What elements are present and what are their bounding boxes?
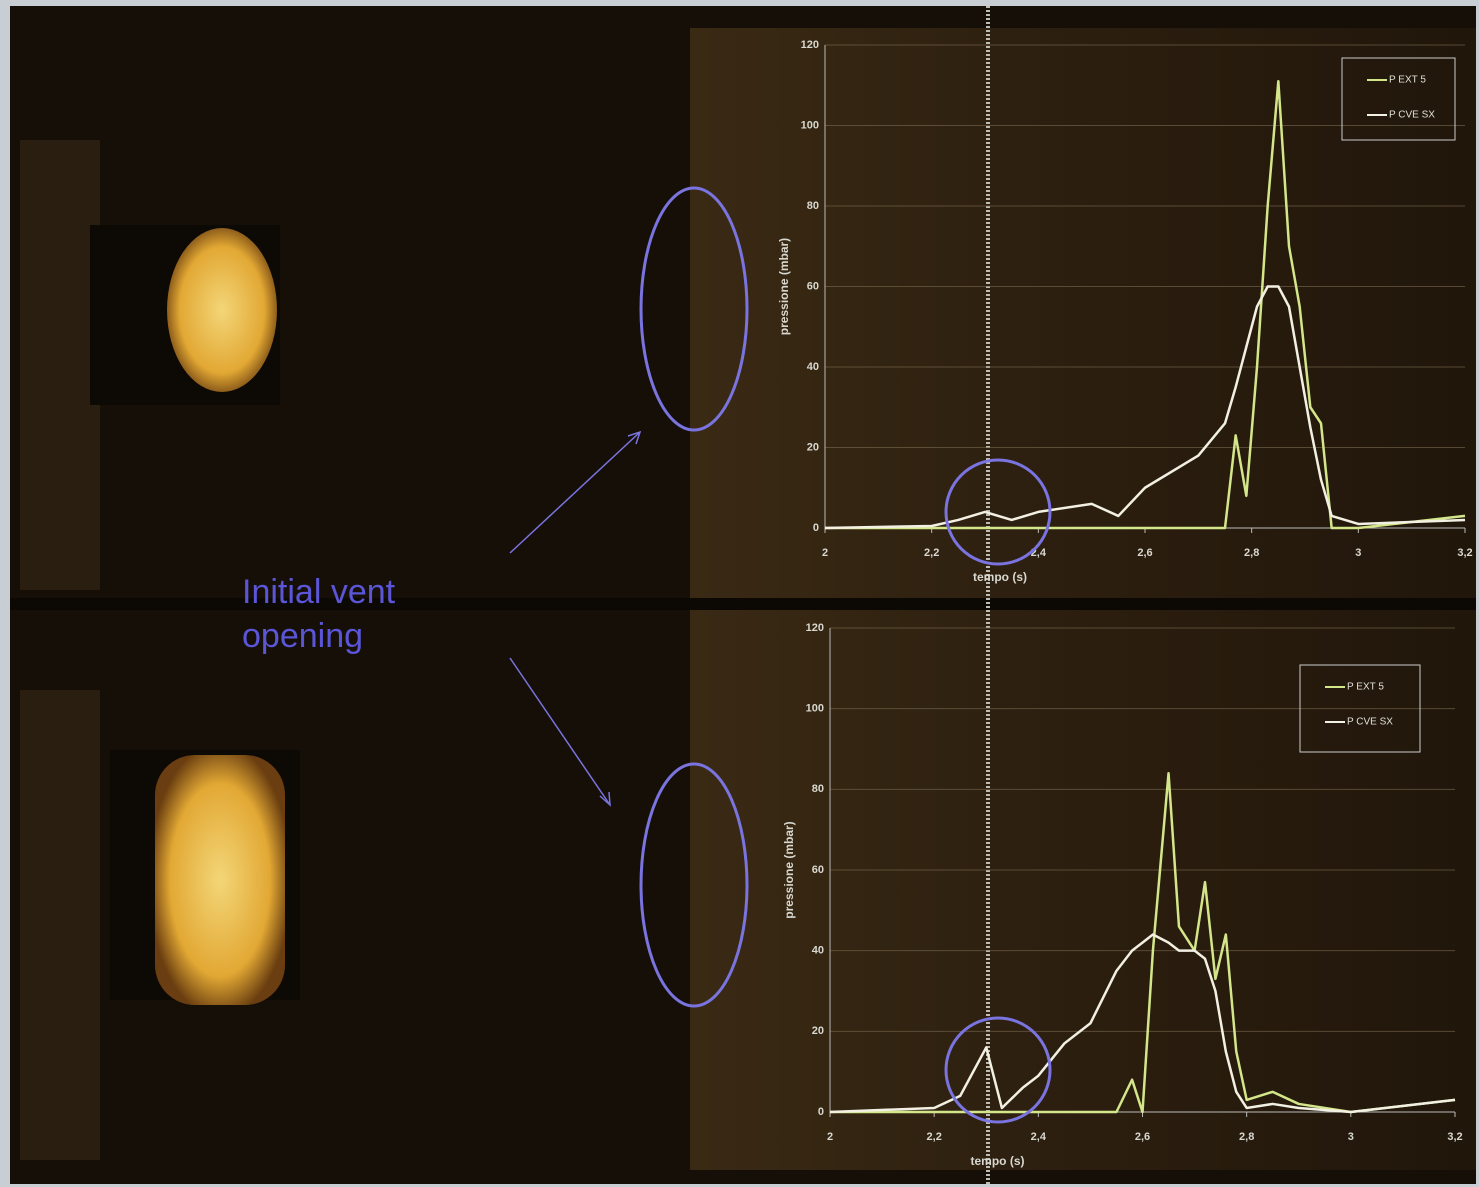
annotation: Initial vent opening	[242, 570, 472, 658]
x-tick-label: 2,2	[927, 1131, 942, 1143]
x-axis-label: tempo (s)	[971, 1154, 1025, 1168]
legend-label: P EXT 5	[1347, 682, 1384, 693]
x-tick-label: 3	[1355, 547, 1361, 559]
x-tick-label: 2,4	[1031, 1131, 1047, 1143]
wall-bottom	[690, 610, 1476, 1170]
frame-left-bottom	[20, 690, 100, 1160]
y-tick-label: 80	[812, 783, 824, 795]
x-tick-label: 3,2	[1447, 1131, 1462, 1143]
wall-top	[690, 28, 1476, 598]
y-tick-label: 0	[813, 522, 819, 534]
y-tick-label: 120	[806, 622, 824, 634]
y-tick-label: 60	[807, 280, 819, 292]
legend-label: P CVE SX	[1389, 110, 1435, 121]
x-tick-label: 2	[827, 1131, 833, 1143]
flame-bottom	[155, 755, 285, 1005]
x-tick-label: 2,8	[1244, 547, 1259, 559]
x-tick-label: 3	[1348, 1131, 1354, 1143]
y-tick-label: 80	[807, 200, 819, 212]
x-tick-label: 2,6	[1135, 1131, 1150, 1143]
y-tick-label: 40	[812, 945, 824, 957]
legend-label: P CVE SX	[1347, 717, 1393, 728]
x-tick-label: 2	[822, 547, 828, 559]
y-tick-label: 100	[801, 119, 819, 131]
flame-top	[167, 228, 277, 392]
x-tick-label: 2,6	[1137, 547, 1152, 559]
y-axis-label: pressione (mbar)	[782, 821, 796, 918]
y-tick-label: 20	[807, 441, 819, 453]
x-tick-label: 2,2	[924, 547, 939, 559]
frame-left-top	[20, 140, 100, 590]
x-tick-label: 2,8	[1239, 1131, 1254, 1143]
x-axis-label: tempo (s)	[973, 570, 1027, 584]
legend-label: P EXT 5	[1389, 75, 1426, 86]
annotation-box: Initial vent opening	[242, 570, 472, 670]
y-tick-label: 60	[812, 864, 824, 876]
y-tick-label: 0	[818, 1106, 824, 1118]
y-tick-label: 100	[806, 703, 824, 715]
y-tick-label: 120	[801, 39, 819, 51]
x-tick-label: 3,2	[1457, 547, 1472, 559]
divider	[10, 598, 1476, 610]
y-tick-label: 20	[812, 1025, 824, 1037]
y-tick-label: 40	[807, 361, 819, 373]
y-axis-label: pressione (mbar)	[777, 238, 791, 335]
slide: 02040608010012022,22,42,62,833,2tempo (s…	[0, 0, 1479, 1187]
